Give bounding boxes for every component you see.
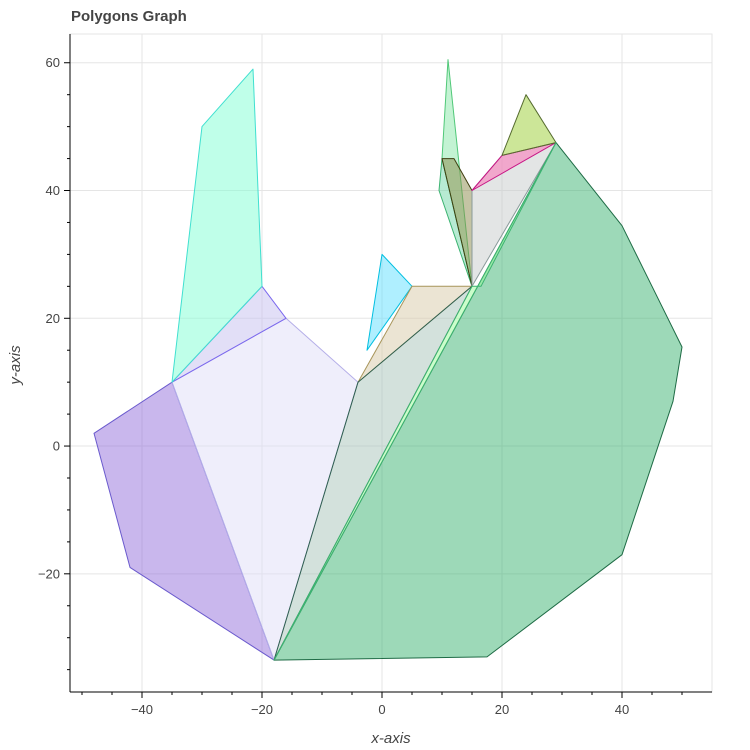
y-tick-label: 60: [46, 55, 60, 70]
axes: −40 −20 0 20 40 60 40 20 0 −20: [38, 34, 712, 717]
y-tick-label: −20: [38, 566, 60, 581]
polygon-4: [171, 68, 263, 383]
polygon-5: [366, 253, 413, 351]
y-tick-label: 0: [53, 439, 60, 454]
x-tick-label: 20: [495, 702, 509, 717]
polygon-14: [273, 142, 683, 661]
polygon-15: [273, 142, 557, 661]
x-tick-label: −20: [251, 702, 273, 717]
polygon-13: [501, 94, 557, 156]
polygons: [93, 59, 683, 661]
x-tick-label: 40: [615, 702, 629, 717]
x-axis-label: x-axis: [370, 730, 411, 747]
chart-title: Polygons Graph: [71, 8, 187, 25]
y-tick-label: 40: [46, 183, 60, 198]
x-tick-label: −40: [131, 702, 153, 717]
y-tick-label: 20: [46, 311, 60, 326]
y-axis-label: y-axis: [7, 345, 24, 386]
polygon-10: [441, 158, 473, 287]
x-tick-label: 0: [378, 702, 385, 717]
